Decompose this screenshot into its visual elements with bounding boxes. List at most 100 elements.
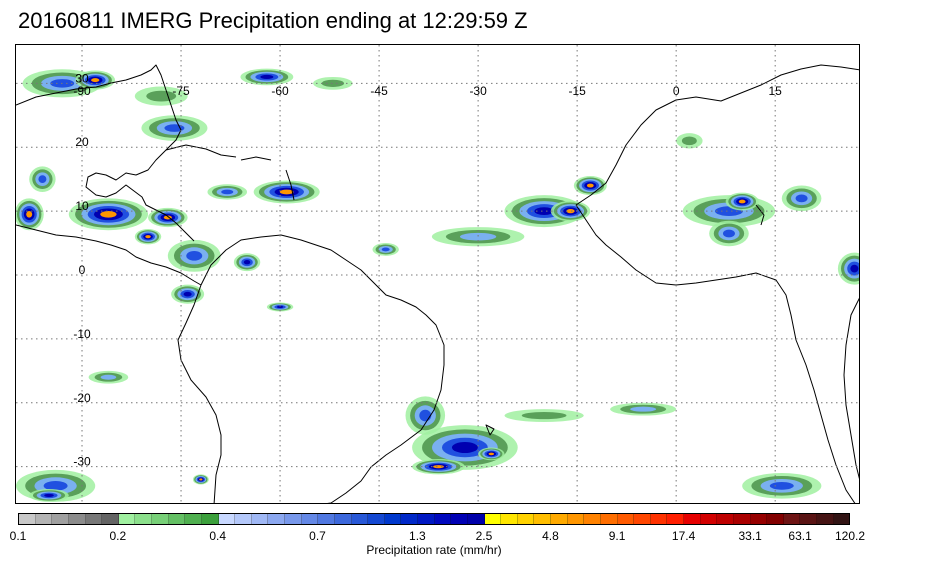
precip-cell — [725, 192, 759, 211]
map-title: 20160811 IMERG Precipitation ending at 1… — [18, 8, 528, 33]
colorbar-swatch — [567, 514, 585, 524]
colorbar-swatch — [667, 514, 684, 524]
precip-cell — [16, 198, 44, 231]
colorbar-swatch — [700, 514, 718, 524]
precip-cell — [266, 302, 294, 312]
lat-tick-label: 10 — [75, 199, 89, 213]
coastline-africa-west — [575, 204, 856, 503]
precip-cell — [233, 253, 261, 272]
colorbar-swatch — [135, 514, 152, 524]
coastline-hispaniola — [240, 156, 272, 161]
precip-cell — [372, 243, 399, 256]
coastline-gulf-of-mexico — [16, 64, 195, 242]
precip-cell — [207, 184, 248, 200]
coastline-cuba — [165, 144, 237, 158]
precip-cell — [478, 447, 505, 461]
colorbar-swatch — [617, 514, 635, 524]
colorbar-swatch — [384, 514, 402, 524]
coastline-lake — [755, 204, 765, 226]
coastline-central-america — [16, 224, 202, 286]
colorbar-swatch — [285, 514, 302, 524]
lat-tick-label: -30 — [73, 455, 91, 469]
colorbar — [18, 513, 850, 525]
lon-tick-label: -15 — [568, 84, 586, 98]
colorbar-swatch — [19, 514, 36, 524]
precip-cell — [88, 370, 129, 384]
colorbar-swatch — [750, 514, 768, 524]
lat-tick-label: 0 — [79, 263, 86, 277]
lat-tick-label: -20 — [73, 391, 91, 405]
colorbar-swatch — [584, 514, 601, 524]
colorbar-swatch — [401, 514, 418, 524]
lon-tick-label: -45 — [370, 84, 388, 98]
coastline-lesser-antilles — [285, 169, 295, 201]
colorbar-swatch — [102, 514, 119, 524]
colorbar-swatch — [767, 514, 784, 524]
lon-tick-label: 15 — [769, 84, 783, 98]
precip-cell — [192, 474, 209, 485]
lon-tick-label: -75 — [172, 84, 190, 98]
colorbar-swatch — [484, 514, 502, 524]
precip-cell — [412, 459, 465, 475]
precip-cell — [253, 180, 320, 204]
colorbar-swatch — [733, 514, 751, 524]
colorbar-swatch — [800, 514, 817, 524]
colorbar-swatch — [251, 514, 269, 524]
coastline-south-america — [200, 234, 445, 503]
colorbar-label: 120.2 — [834, 529, 866, 543]
precip-cell — [29, 489, 69, 502]
colorbar-swatch — [168, 514, 186, 524]
precip-cell — [134, 86, 188, 106]
colorbar-swatch — [451, 514, 468, 524]
colorbar-label: 4.8 — [542, 529, 559, 543]
lat-tick-label: -10 — [73, 327, 91, 341]
coastline-africa-north — [575, 64, 859, 206]
precip-cell — [837, 252, 859, 285]
colorbar-swatch — [418, 514, 435, 524]
precip-cell — [781, 185, 822, 212]
coastlines — [16, 64, 859, 503]
precip-cell — [676, 133, 703, 149]
precipitation-map[interactable]: -90 -75 -60 -45 -30 -15 0 15 30 20 10 0 -10 -20 -30 — [15, 44, 860, 504]
colorbar-swatch — [501, 514, 518, 524]
colorbar-swatch — [634, 514, 651, 524]
precip-cell — [610, 402, 677, 416]
colorbar-swatch — [467, 514, 485, 524]
coastline-south-america-west — [177, 284, 222, 503]
precipitation-layer — [16, 68, 859, 502]
colorbar-swatch — [235, 514, 252, 524]
colorbar-swatch — [684, 514, 701, 524]
colorbar-tick-labels: 0.1 0.2 0.4 0.7 1.3 2.5 4.8 9.1 17.4 33.1 63.1 120.… — [0, 529, 944, 545]
colorbar-swatch — [268, 514, 285, 524]
lat-tick-label: 30 — [75, 71, 89, 85]
colorbar-swatch — [368, 514, 385, 524]
colorbar-label: 0.4 — [209, 529, 227, 543]
colorbar-label: 33.1 — [738, 529, 762, 543]
colorbar-swatch — [783, 514, 801, 524]
precip-cell — [148, 207, 188, 228]
colorbar-label: 0.7 — [309, 529, 326, 543]
lon-tick-label: -90 — [73, 84, 91, 98]
lon-tick-label: -60 — [271, 84, 289, 98]
colorbar-swatch — [301, 514, 319, 524]
colorbar-label: 17.4 — [671, 529, 696, 543]
precip-cell — [742, 473, 822, 499]
colorbar-swatch — [434, 514, 452, 524]
precip-cell — [504, 409, 584, 422]
colorbar-swatch — [318, 514, 335, 524]
precip-cell — [141, 115, 208, 141]
colorbar-swatch — [517, 514, 535, 524]
colorbar-swatch — [833, 514, 850, 524]
colorbar-label: 1.3 — [409, 529, 426, 543]
precip-cell — [167, 239, 221, 272]
coastline-africa-east — [843, 297, 859, 480]
precip-cell — [134, 229, 162, 245]
colorbar-swatch — [118, 514, 136, 524]
colorbar-swatch — [534, 514, 551, 524]
precip-cell — [171, 284, 205, 304]
colorbar-swatch — [351, 514, 369, 524]
precip-cell — [709, 220, 749, 247]
colorbar-swatch — [201, 514, 219, 524]
colorbar-swatch — [717, 514, 734, 524]
colorbar-swatch — [185, 514, 202, 524]
